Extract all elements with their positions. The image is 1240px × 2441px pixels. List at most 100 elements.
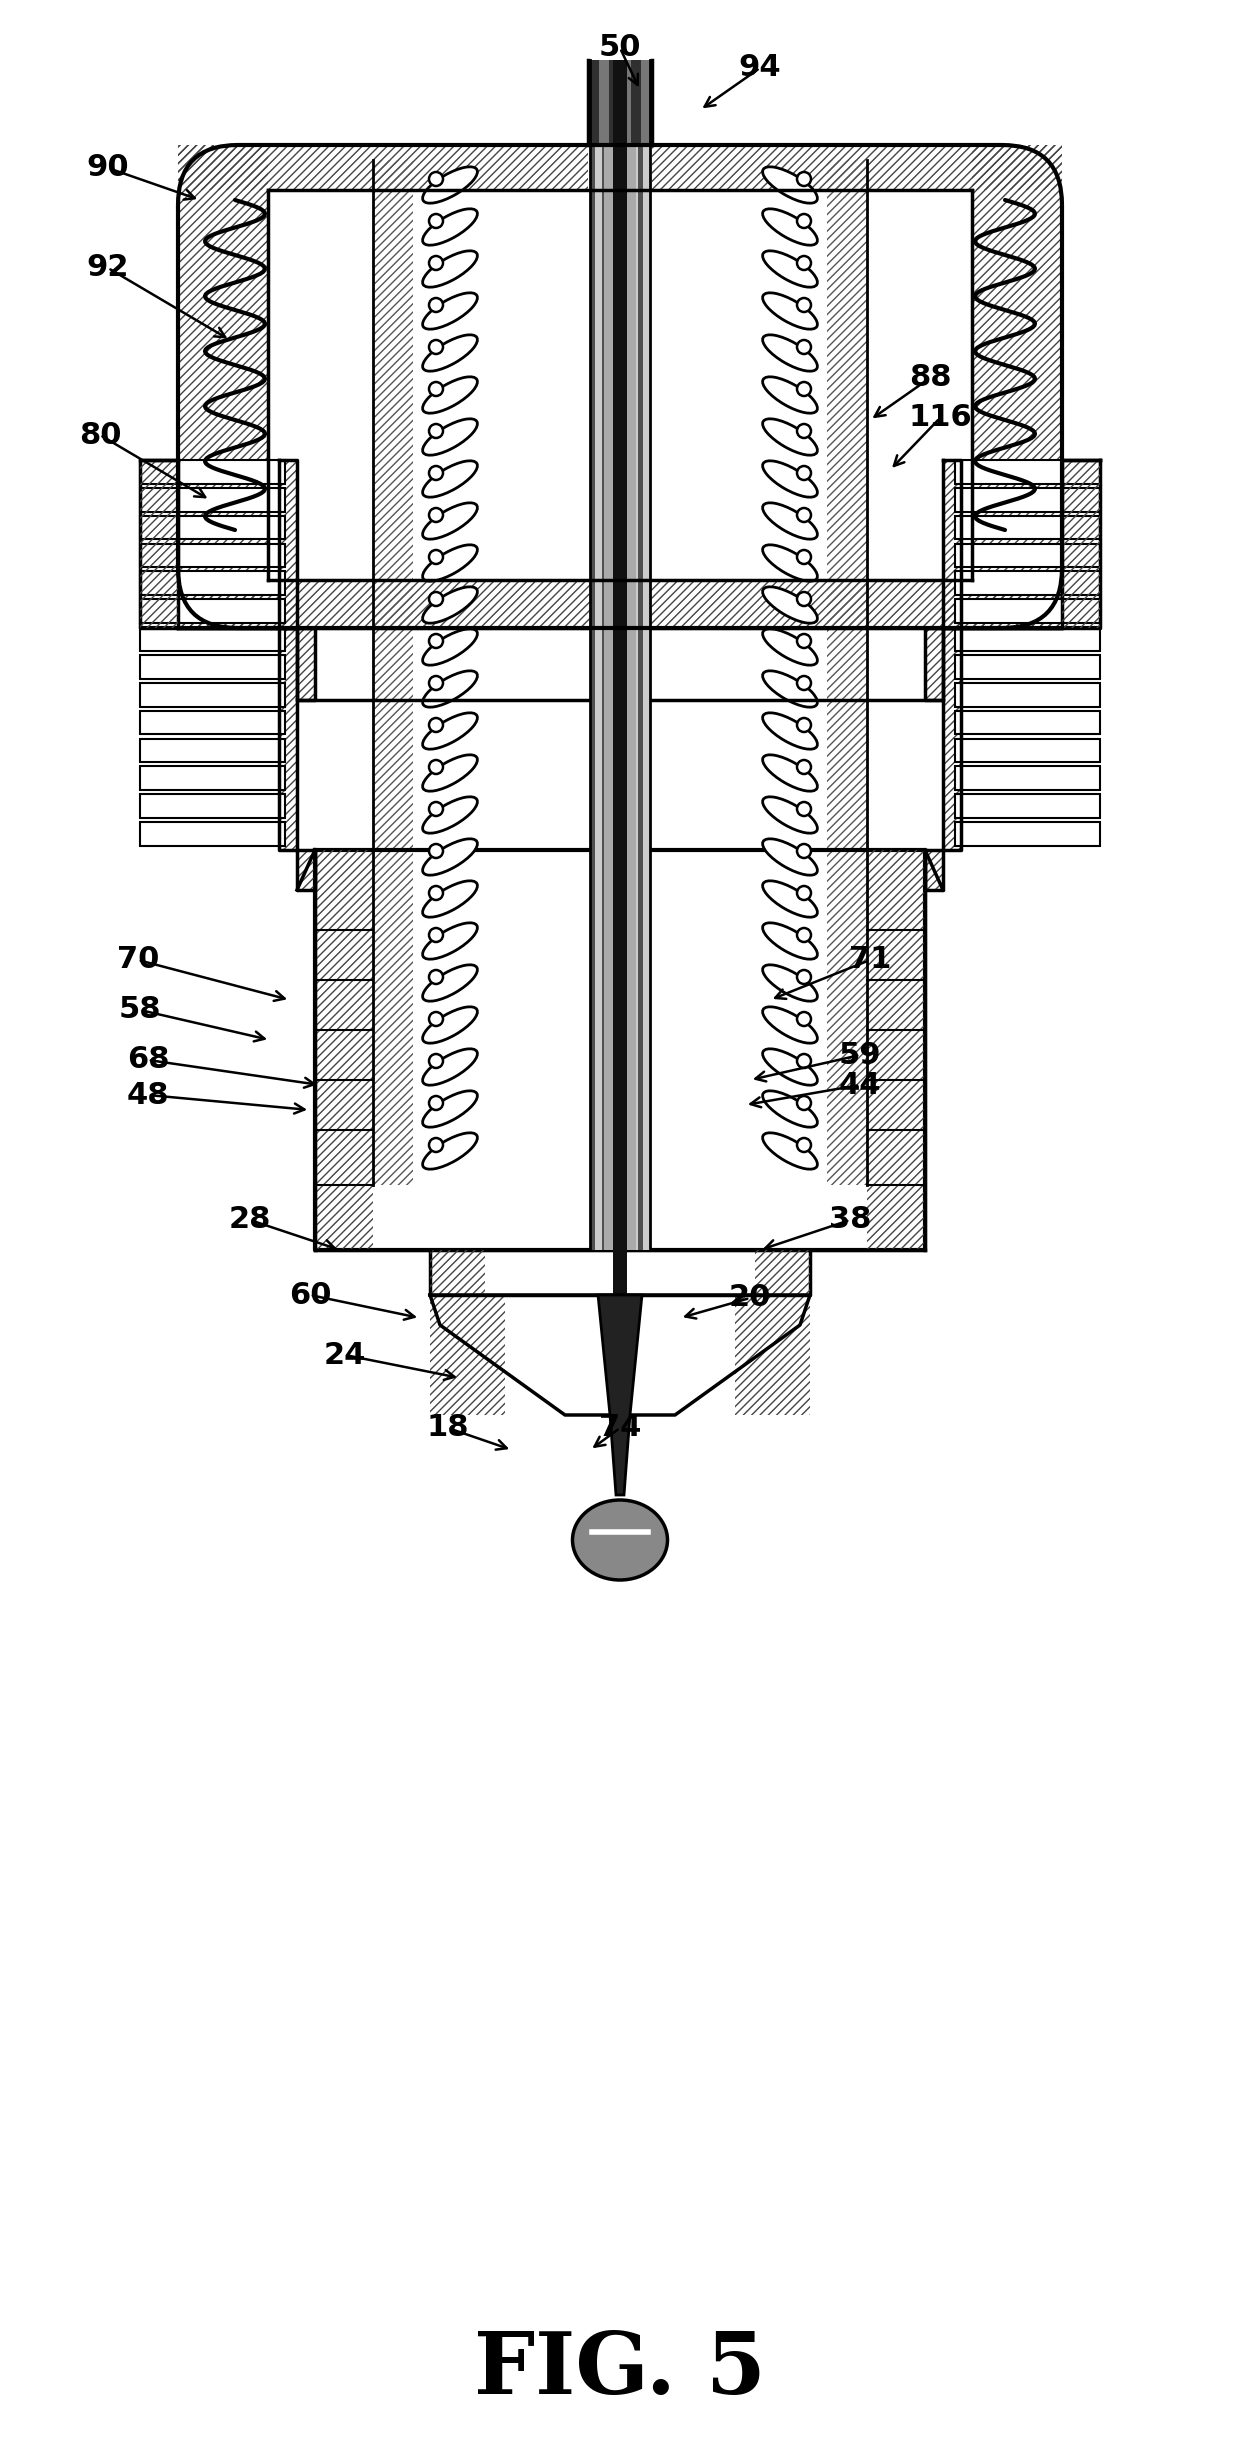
Ellipse shape [423,251,477,288]
Polygon shape [140,823,285,847]
Polygon shape [955,823,1100,847]
Text: 28: 28 [229,1206,272,1235]
Ellipse shape [763,923,817,959]
Ellipse shape [763,544,817,581]
Text: 90: 90 [87,154,129,183]
Circle shape [797,635,811,647]
Ellipse shape [423,1133,477,1169]
Ellipse shape [423,1006,477,1042]
Circle shape [797,969,811,984]
Text: 38: 38 [828,1206,872,1235]
Ellipse shape [423,671,477,708]
Circle shape [429,635,443,647]
Ellipse shape [763,840,817,876]
Polygon shape [609,61,620,144]
Polygon shape [140,740,285,762]
Polygon shape [140,793,285,818]
Text: 94: 94 [739,54,781,83]
Ellipse shape [763,586,817,622]
Ellipse shape [763,166,817,203]
Polygon shape [955,488,1100,513]
Polygon shape [140,571,285,596]
Circle shape [429,969,443,984]
Ellipse shape [423,881,477,918]
Ellipse shape [763,461,817,498]
Circle shape [429,381,443,395]
Circle shape [429,1138,443,1152]
Ellipse shape [423,503,477,539]
Circle shape [797,298,811,312]
Circle shape [429,593,443,605]
Text: 48: 48 [126,1081,169,1111]
Text: 80: 80 [79,420,122,449]
Ellipse shape [763,1091,817,1128]
Circle shape [429,718,443,732]
Polygon shape [955,740,1100,762]
Ellipse shape [763,796,817,832]
Text: FIG. 5: FIG. 5 [474,2329,766,2412]
Ellipse shape [423,210,477,244]
Circle shape [429,171,443,186]
Polygon shape [140,544,285,566]
Ellipse shape [763,671,817,708]
Ellipse shape [763,293,817,330]
Text: 116: 116 [908,403,972,432]
Ellipse shape [763,630,817,666]
Text: 71: 71 [849,945,892,974]
Circle shape [797,928,811,942]
Ellipse shape [763,1050,817,1086]
Text: 74: 74 [599,1413,641,1443]
Ellipse shape [423,796,477,832]
Ellipse shape [763,754,817,791]
Circle shape [797,759,811,774]
Text: 92: 92 [87,254,129,283]
Circle shape [797,1096,811,1111]
Text: 88: 88 [909,364,951,393]
Polygon shape [613,61,627,1311]
Ellipse shape [423,923,477,959]
Circle shape [429,1013,443,1025]
Circle shape [429,466,443,481]
Polygon shape [601,61,608,1250]
Circle shape [797,676,811,691]
Ellipse shape [423,630,477,666]
Polygon shape [140,459,179,627]
Polygon shape [614,61,620,1250]
Ellipse shape [423,166,477,203]
Text: 70: 70 [117,945,159,974]
Circle shape [797,593,811,605]
Circle shape [429,1096,443,1111]
Ellipse shape [763,1133,817,1169]
Circle shape [429,339,443,354]
Ellipse shape [763,964,817,1001]
Ellipse shape [573,1501,667,1579]
Ellipse shape [423,461,477,498]
Polygon shape [140,766,285,791]
Text: 18: 18 [427,1413,469,1443]
Ellipse shape [423,586,477,622]
Polygon shape [430,1296,810,1416]
Polygon shape [955,544,1100,566]
Polygon shape [955,571,1100,596]
Polygon shape [955,515,1100,539]
Circle shape [429,928,443,942]
Polygon shape [639,61,644,1250]
Polygon shape [955,459,1100,483]
Text: 59: 59 [838,1040,882,1069]
Circle shape [429,425,443,437]
Circle shape [797,803,811,815]
Circle shape [429,298,443,312]
Circle shape [797,1138,811,1152]
Polygon shape [955,683,1100,705]
Circle shape [429,549,443,564]
Polygon shape [641,61,652,144]
Polygon shape [140,515,285,539]
Circle shape [797,425,811,437]
Ellipse shape [763,1006,817,1042]
Text: 24: 24 [324,1340,366,1369]
Text: 60: 60 [289,1282,331,1308]
Circle shape [429,1055,443,1069]
Ellipse shape [423,840,477,876]
Ellipse shape [763,210,817,244]
Ellipse shape [423,334,477,371]
